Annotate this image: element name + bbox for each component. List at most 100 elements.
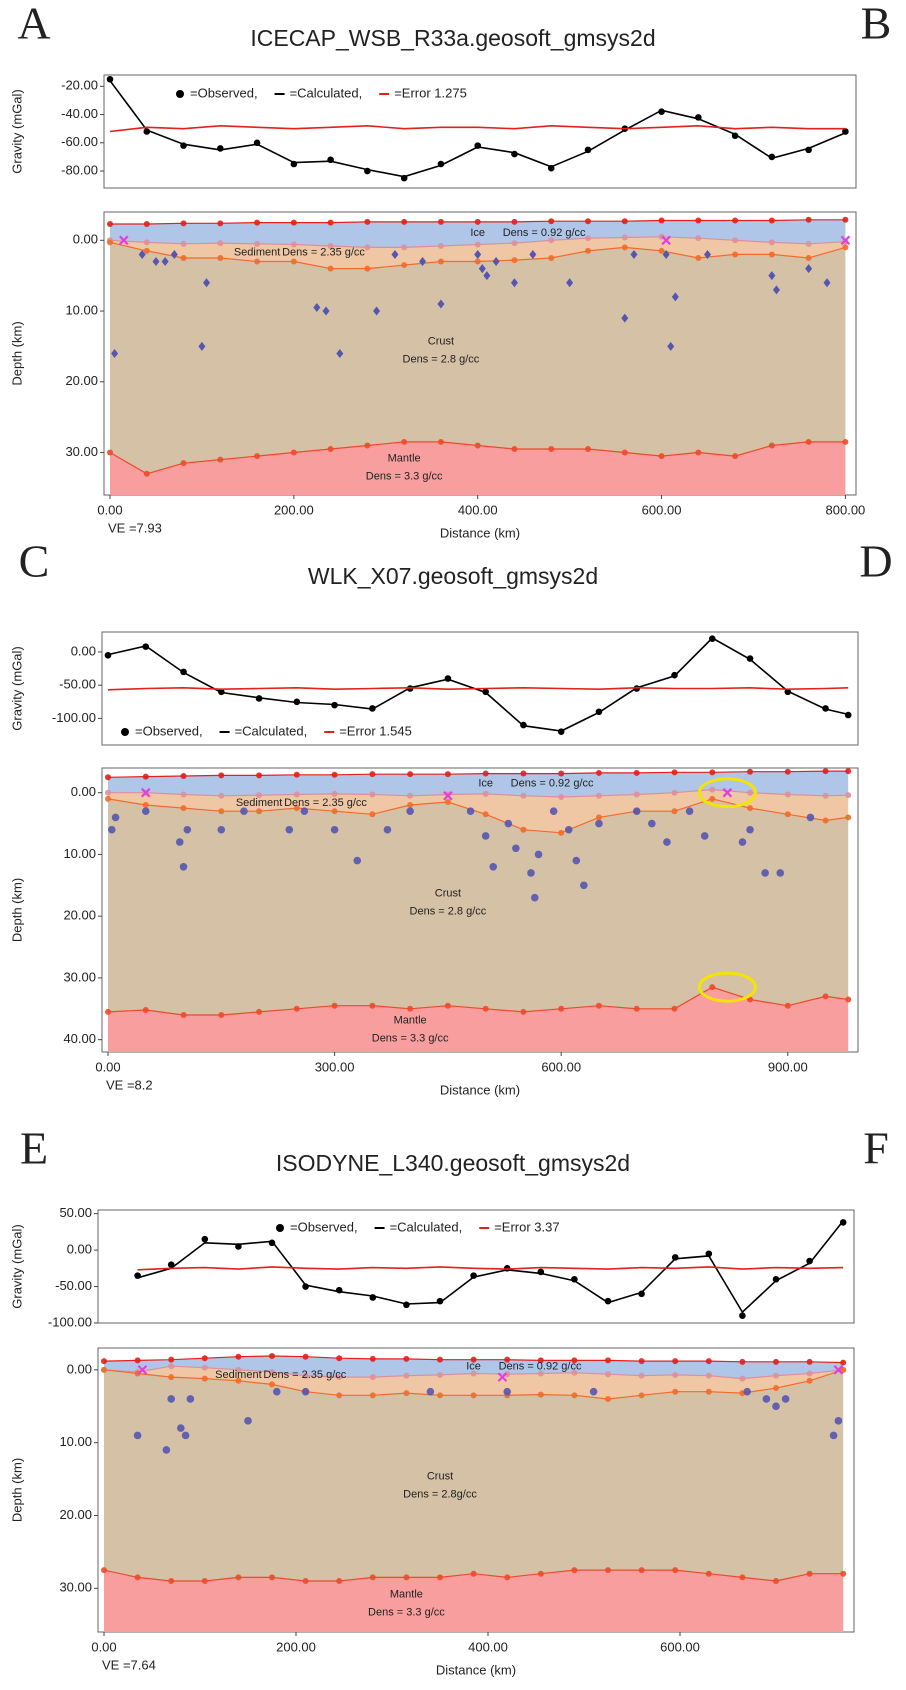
legend-symbol: [121, 728, 129, 736]
observed-point: [104, 651, 112, 659]
layer-name: Crust: [435, 888, 461, 900]
layer-density: Dens = 2.35 g/cc: [284, 797, 367, 809]
boundary-vertex: [180, 805, 187, 812]
boundary-vertex: [134, 1357, 141, 1364]
boundary-vertex: [474, 241, 481, 248]
point: [426, 1387, 435, 1396]
point: [700, 832, 709, 840]
y-tick-label: 30.00: [59, 1580, 92, 1595]
boundary-vertex: [548, 254, 555, 261]
boundary-vertex: [437, 1392, 443, 1399]
point: [383, 825, 392, 834]
boundary-vertex: [845, 768, 852, 775]
boundary-vertex: [638, 1392, 645, 1399]
layer-density: Dens = 0.92 g/cc: [503, 227, 586, 239]
boundary-vertex: [293, 1005, 300, 1012]
boundary-vertex: [437, 258, 444, 265]
series-line: [109, 124, 846, 133]
boundary-vertex: [293, 805, 300, 812]
boundary-vertex: [747, 768, 754, 775]
panel-letter: A: [17, 0, 50, 49]
point: [167, 1395, 175, 1403]
point: [186, 1395, 195, 1403]
layer-area: [104, 1369, 844, 1581]
boundary-vertex: [293, 771, 300, 778]
y-tick-label: 0.00: [73, 232, 98, 247]
boundary-vertex: [105, 789, 111, 796]
point: [772, 285, 780, 295]
boundary-vertex: [633, 769, 640, 776]
boundary-vertex: [142, 1007, 149, 1014]
boundary-vertex: [705, 1372, 712, 1379]
boundary-vertex: [672, 1358, 679, 1365]
point: [481, 832, 490, 840]
x-tick-label: 200.00: [274, 502, 314, 517]
point: [162, 1446, 171, 1454]
boundary-vertex: [235, 1377, 242, 1384]
point: [530, 893, 539, 902]
boundary-vertex: [739, 1358, 746, 1365]
boundary-vertex: [470, 1356, 477, 1363]
boundary-vertex: [482, 811, 489, 818]
boundary-vertex: [369, 1002, 376, 1009]
panel-title: ICECAP_WSB_R33a.geosoft_gmsys2d: [250, 25, 655, 51]
layer-area: [108, 987, 849, 1052]
boundary-vertex: [331, 1002, 338, 1009]
point: [406, 807, 414, 816]
boundary-vertex: [290, 219, 297, 226]
layer-area: [110, 219, 846, 248]
series-line: [107, 637, 849, 732]
legend-label: =Observed,: [135, 723, 203, 738]
boundary-vertex: [201, 1375, 208, 1382]
point: [512, 844, 520, 853]
boundary-vertex: [180, 240, 187, 247]
boundary-vertex: [168, 1363, 175, 1370]
observed-point: [772, 1275, 780, 1283]
boundary-vertex: [437, 438, 444, 445]
boundary-vertex: [364, 265, 371, 272]
point: [762, 1395, 771, 1403]
boundary-vertex: [143, 221, 150, 228]
boundary-vertex: [437, 1356, 443, 1363]
layer-density: Dens = 2.35 g/cc: [282, 247, 365, 259]
boundary-vertex: [842, 244, 849, 251]
boundary-vertex: [773, 1578, 779, 1585]
boundary-vertex: [558, 829, 565, 836]
boundary-vertex: [336, 1578, 343, 1585]
observed-point: [201, 1235, 209, 1243]
point: [111, 349, 119, 358]
boundary-vertex: [768, 442, 775, 449]
boundary-vertex: [105, 1008, 111, 1015]
ve-label: VE =7.93: [108, 520, 162, 535]
boundary-vertex: [520, 770, 527, 777]
point: [761, 869, 769, 877]
boundary-vertex: [403, 1574, 410, 1581]
boundary-vertex: [571, 1357, 578, 1364]
layer-density: Dens = 2.35 g/cc: [263, 1369, 346, 1381]
observed-point: [844, 711, 852, 719]
boundary-vertex: [806, 1358, 813, 1365]
boundary-vertex: [217, 240, 224, 247]
boundary-vertex: [732, 453, 739, 460]
boundary-vertex: [695, 254, 702, 261]
boundary-vertex: [705, 1570, 712, 1577]
boundary-vertex: [822, 792, 829, 799]
layer-name: Ice: [466, 1360, 481, 1372]
boundary-vertex: [107, 449, 113, 456]
boundary-vertex: [444, 771, 451, 778]
boundary-vertex: [290, 258, 297, 265]
boundary-vertex: [739, 1574, 746, 1581]
boundary-vertex: [444, 798, 451, 805]
point: [175, 838, 184, 846]
boundary-vertex: [672, 1371, 679, 1378]
point: [671, 292, 679, 302]
boundary-vertex: [180, 220, 187, 227]
legend-label: =Observed,: [290, 1219, 358, 1234]
boundary-vertex: [201, 1355, 208, 1362]
boundary-vertex: [331, 790, 338, 797]
boundary-vertex: [633, 1005, 640, 1012]
boundary-vertex: [403, 1390, 410, 1397]
boundary-vertex: [773, 1385, 779, 1392]
boundary-vertex: [256, 792, 263, 799]
boundary-vertex: [369, 1374, 376, 1381]
